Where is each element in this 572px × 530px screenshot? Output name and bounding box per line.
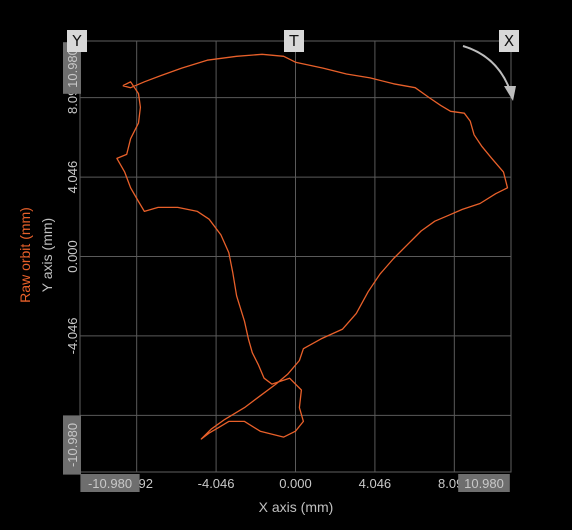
y-tick-label: 4.046: [65, 161, 80, 194]
y-axis-label: Y axis (mm): [39, 218, 55, 292]
x-tick-label: 4.046: [359, 476, 392, 491]
x-min-label-box: [80, 474, 140, 492]
x-axis-tag[interactable]: X: [499, 30, 519, 52]
y-tick-label: -4.046: [65, 317, 80, 354]
x-tick-label: 0.000: [279, 476, 312, 491]
y-max-label-box: [63, 42, 81, 94]
orbit-series: [116, 53, 509, 440]
x-min-label: -10.980: [88, 476, 132, 491]
y-min-label: -10.980: [65, 423, 80, 467]
y-axis-tag[interactable]: Y: [67, 30, 87, 52]
grid: [80, 41, 511, 472]
x-tick-label: -4.046: [198, 476, 235, 491]
tick-labels: 8.092-4.0460.0004.0468.092-10.98010.980-…: [63, 42, 510, 492]
t-axis-tag[interactable]: T: [284, 30, 304, 52]
x-axis-label: X axis (mm): [259, 499, 334, 515]
x-max-label-box: [458, 474, 510, 492]
orbit-line: [116, 53, 509, 440]
x-max-label: 10.980: [464, 476, 504, 491]
rotate-arrow-head-icon[interactable]: [504, 86, 516, 101]
series-label: Raw orbit (mm): [17, 207, 33, 303]
y-tick-label: 0.000: [65, 240, 80, 273]
y-min-label-box: [63, 415, 81, 475]
y-max-label: 10.980: [65, 48, 80, 88]
